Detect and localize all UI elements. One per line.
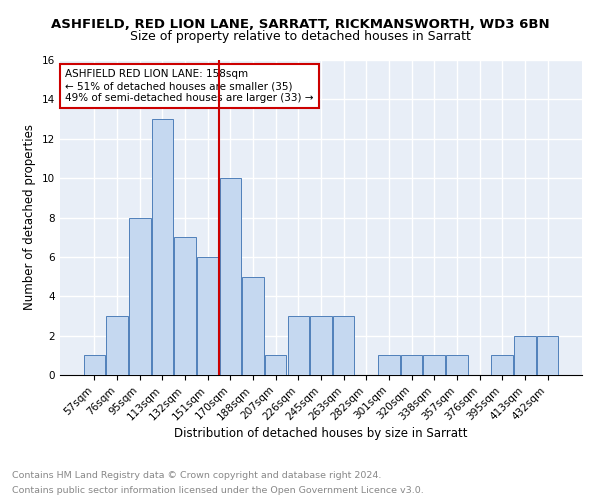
Bar [129, 218, 151, 375]
Bar [106, 316, 128, 375]
Bar [242, 276, 264, 375]
Bar [446, 356, 467, 375]
Bar [152, 119, 173, 375]
Text: ASHFIELD, RED LION LANE, SARRATT, RICKMANSWORTH, WD3 6BN: ASHFIELD, RED LION LANE, SARRATT, RICKMA… [50, 18, 550, 30]
Bar [175, 237, 196, 375]
Bar [197, 257, 218, 375]
Text: Size of property relative to detached houses in Sarratt: Size of property relative to detached ho… [130, 30, 470, 43]
Bar [84, 356, 105, 375]
Bar [220, 178, 241, 375]
Bar [537, 336, 558, 375]
Bar [378, 356, 400, 375]
Y-axis label: Number of detached properties: Number of detached properties [23, 124, 37, 310]
Bar [333, 316, 355, 375]
Bar [310, 316, 332, 375]
Text: Contains public sector information licensed under the Open Government Licence v3: Contains public sector information licen… [12, 486, 424, 495]
Bar [401, 356, 422, 375]
X-axis label: Distribution of detached houses by size in Sarratt: Distribution of detached houses by size … [174, 427, 468, 440]
Text: Contains HM Land Registry data © Crown copyright and database right 2024.: Contains HM Land Registry data © Crown c… [12, 471, 382, 480]
Bar [514, 336, 536, 375]
Bar [265, 356, 286, 375]
Bar [287, 316, 309, 375]
Bar [424, 356, 445, 375]
Bar [491, 356, 513, 375]
Text: ASHFIELD RED LION LANE: 158sqm
← 51% of detached houses are smaller (35)
49% of : ASHFIELD RED LION LANE: 158sqm ← 51% of … [65, 70, 314, 102]
